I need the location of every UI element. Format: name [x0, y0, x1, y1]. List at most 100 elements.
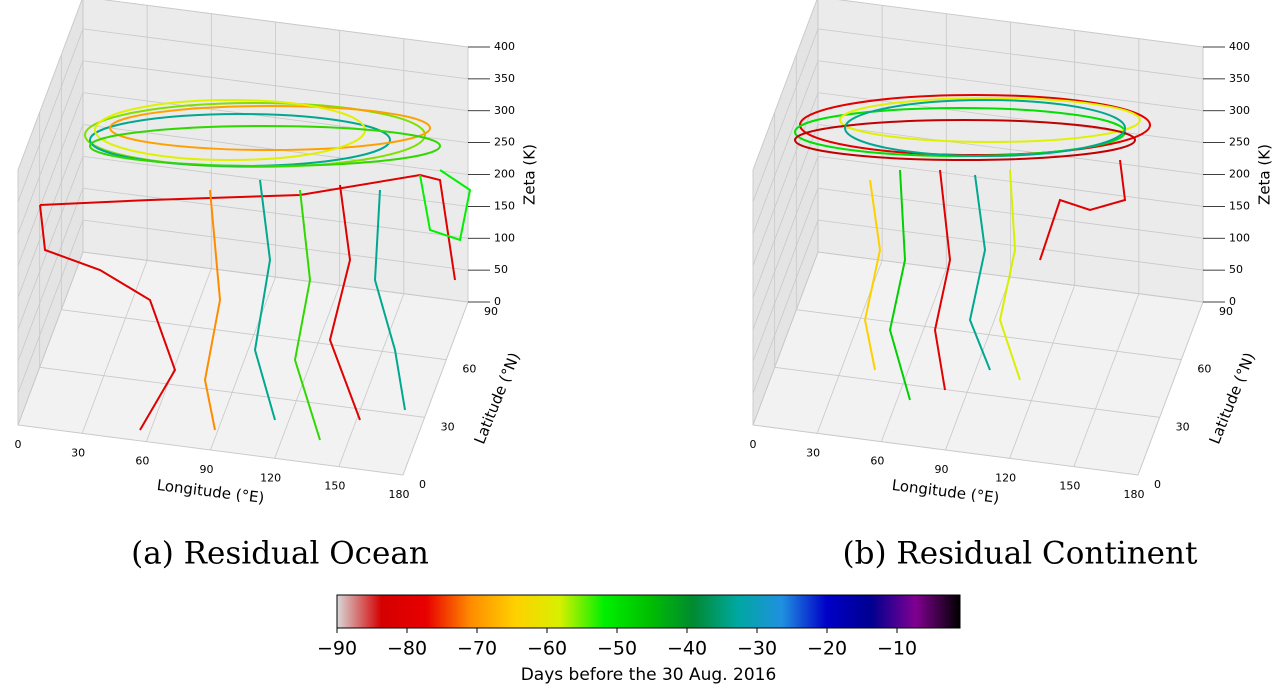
z-tick-label: 200 [494, 168, 515, 181]
y-axis-label: Latitude (°N) [1206, 350, 1259, 447]
z-tick-label: 100 [494, 231, 515, 244]
y-tick-label: 90 [1219, 305, 1233, 318]
colorbar-tick-label: −40 [667, 638, 707, 660]
grid-line [61, 309, 447, 361]
grid-line [752, 0, 818, 171]
z-tick-label: 250 [494, 136, 515, 149]
y-tick-label: 30 [1176, 420, 1190, 433]
colorbar-tick-label: −10 [877, 638, 917, 660]
grid-line [1137, 301, 1204, 476]
grid-line [82, 60, 469, 112]
z-tick-label: 150 [1229, 199, 1250, 212]
grid-line [102, 0, 469, 48]
grid-line [752, 28, 819, 203]
grid-line [945, 276, 1011, 451]
grid-line [274, 285, 341, 459]
grid-line [17, 124, 84, 298]
z-axis-label: Zeta (K) [521, 144, 539, 205]
grid-line [82, 187, 469, 239]
grid-line [774, 366, 1160, 418]
x-tick-label: 0 [750, 438, 757, 451]
z-tick-label: 350 [1229, 72, 1250, 85]
grid-line [17, 28, 84, 203]
grid-line [82, 251, 469, 303]
grid-line [338, 293, 405, 467]
x-tick-label: 90 [200, 463, 214, 476]
z-tick-label: 0 [494, 295, 501, 308]
grid-line [81, 260, 148, 434]
y-tick-label: 0 [1154, 478, 1161, 491]
grid-line [752, 156, 819, 330]
grid-line [17, 424, 404, 476]
x-tick-label: 180 [389, 488, 410, 501]
z-tick-label: 150 [494, 199, 515, 212]
y-tick-label: 30 [441, 420, 455, 433]
grid-line [82, 155, 469, 207]
grid-line [1009, 285, 1076, 459]
y-tick-label: 60 [1197, 363, 1211, 376]
grid-line [796, 309, 1182, 361]
x-tick-label: 180 [1124, 488, 1145, 501]
grid-line [752, 424, 1139, 476]
colorbar-tick-label: −30 [737, 638, 777, 660]
grid-line [837, 0, 1204, 48]
x-axis-label: Longitude (°E) [156, 476, 265, 507]
x-tick-label: 150 [324, 480, 345, 493]
caption: (a) Residual Ocean [131, 536, 429, 572]
grid-line [145, 268, 212, 442]
colorbar-tick-label: −80 [387, 638, 427, 660]
x-tick-label: 120 [260, 471, 281, 484]
x-tick-label: 30 [806, 446, 820, 459]
z-tick-label: 350 [494, 72, 515, 85]
grid-line [17, 188, 84, 362]
trajectory-sketch [39, 94, 1151, 441]
grid-line [82, 28, 469, 80]
grid-line [402, 301, 469, 476]
z-tick-label: 400 [494, 40, 515, 53]
x-tick-label: 90 [935, 463, 949, 476]
grid-line [817, 124, 1204, 175]
y-axis-label: Latitude (°N) [471, 350, 524, 447]
grid-line [17, 60, 84, 234]
grid-line [752, 60, 819, 234]
colorbar-tick-label: −50 [597, 638, 637, 660]
colorbar-tick-label: −90 [317, 638, 357, 660]
x-tick-label: 150 [1059, 480, 1080, 493]
colorbar-label: Days before the 30 Aug. 2016 [521, 665, 777, 685]
z-tick-label: 300 [1229, 104, 1250, 117]
grid-line [817, 60, 1204, 112]
colorbar [336, 594, 961, 629]
grid-line [17, 219, 84, 394]
grid-line [817, 92, 1204, 144]
grid-line [17, 156, 84, 330]
grid-line [817, 219, 1204, 271]
grid-line [817, 28, 1204, 80]
grid-line [17, 92, 84, 266]
colorbar-tick-label: −60 [527, 638, 567, 660]
z-tick-label: 0 [1229, 295, 1236, 308]
colorbar-tick-label: −20 [807, 638, 847, 660]
x-tick-label: 120 [995, 471, 1016, 484]
x-axis-label: Longitude (°E) [891, 476, 1000, 507]
grid-line [17, 0, 83, 171]
x-tick-label: 0 [15, 438, 22, 451]
z-tick-label: 250 [1229, 136, 1250, 149]
z-tick-label: 50 [1229, 263, 1243, 276]
grid-line [817, 187, 1204, 239]
z-axis-label: Zeta (K) [1256, 144, 1274, 205]
y-tick-label: 90 [484, 305, 498, 318]
z-tick-label: 400 [1229, 40, 1250, 53]
x-tick-label: 30 [71, 446, 85, 459]
caption: (b) Residual Continent [843, 536, 1198, 572]
grid-line [210, 276, 276, 451]
grid-line [17, 251, 84, 426]
x-tick-label: 60 [135, 455, 149, 468]
colorbar-tick-label: −70 [457, 638, 497, 660]
y-tick-label: 0 [419, 478, 426, 491]
grid-line [752, 124, 819, 298]
x-tick-label: 60 [870, 455, 884, 468]
grid-line [752, 92, 819, 266]
y-tick-label: 60 [462, 363, 476, 376]
